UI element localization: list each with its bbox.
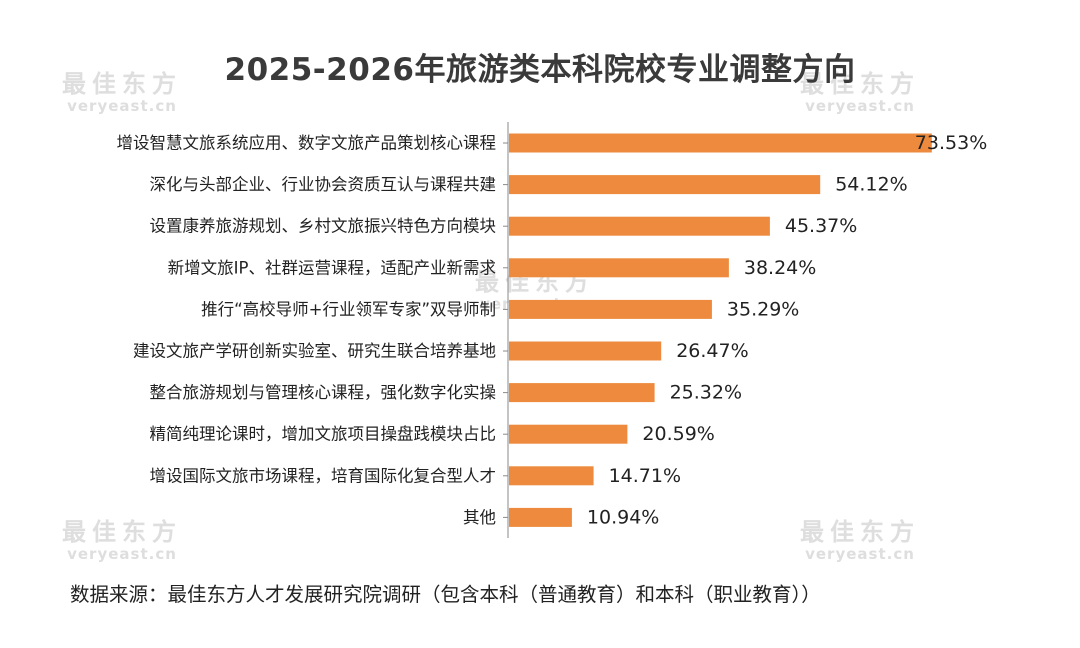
data-label: 25.32%: [670, 382, 742, 404]
category-label: 深化与头部企业、行业协会资质互认与课程共建: [150, 175, 497, 194]
category-label: 增设国际文旅市场课程，培育国际化复合型人才: [150, 466, 497, 485]
data-label: 26.47%: [676, 340, 748, 362]
data-label: 54.12%: [835, 174, 907, 196]
data-label: 14.71%: [609, 465, 681, 487]
data-label: 10.94%: [587, 506, 659, 528]
bar: [509, 507, 572, 527]
chart-title: 2025-2026年旅游类本科院校专业调整方向: [224, 52, 856, 88]
bar: [509, 175, 821, 195]
bar: [509, 424, 628, 444]
category-label: 增设智慧文旅系统应用、数字文旅产品策划核心课程: [117, 134, 497, 153]
bar: [509, 383, 655, 403]
data-label: 20.59%: [642, 423, 714, 445]
data-label: 35.29%: [727, 298, 799, 320]
data-label: 38.24%: [744, 257, 816, 279]
bar: [509, 299, 712, 319]
source-note: 数据来源：最佳东方人才发展研究院调研（包含本科（普通教育）和本科（职业教育））: [70, 583, 821, 606]
bar: [509, 466, 594, 486]
bar: [509, 258, 729, 278]
category-label: 新增文旅IP、社群运营课程，适配产业新需求: [168, 258, 496, 277]
category-label: 整合旅游规划与管理核心课程，强化数字化实操: [150, 383, 497, 402]
data-label: 45.37%: [785, 215, 857, 237]
category-label: 其他: [463, 508, 496, 527]
category-label: 设置康养旅游规划、乡村文旅振兴特色方向模块: [150, 217, 497, 236]
data-label: 73.53%: [915, 132, 987, 154]
bar: [509, 133, 932, 153]
category-label: 建设文旅产学研创新实验室、研究生联合培养基地: [133, 342, 496, 361]
category-label: 精简纯理论课时，增加文旅项目操盘践模块占比: [150, 425, 497, 444]
bar: [509, 341, 662, 361]
bar: [509, 216, 770, 236]
category-label: 推行“高校导师+行业领军专家”双导师制: [201, 300, 496, 319]
